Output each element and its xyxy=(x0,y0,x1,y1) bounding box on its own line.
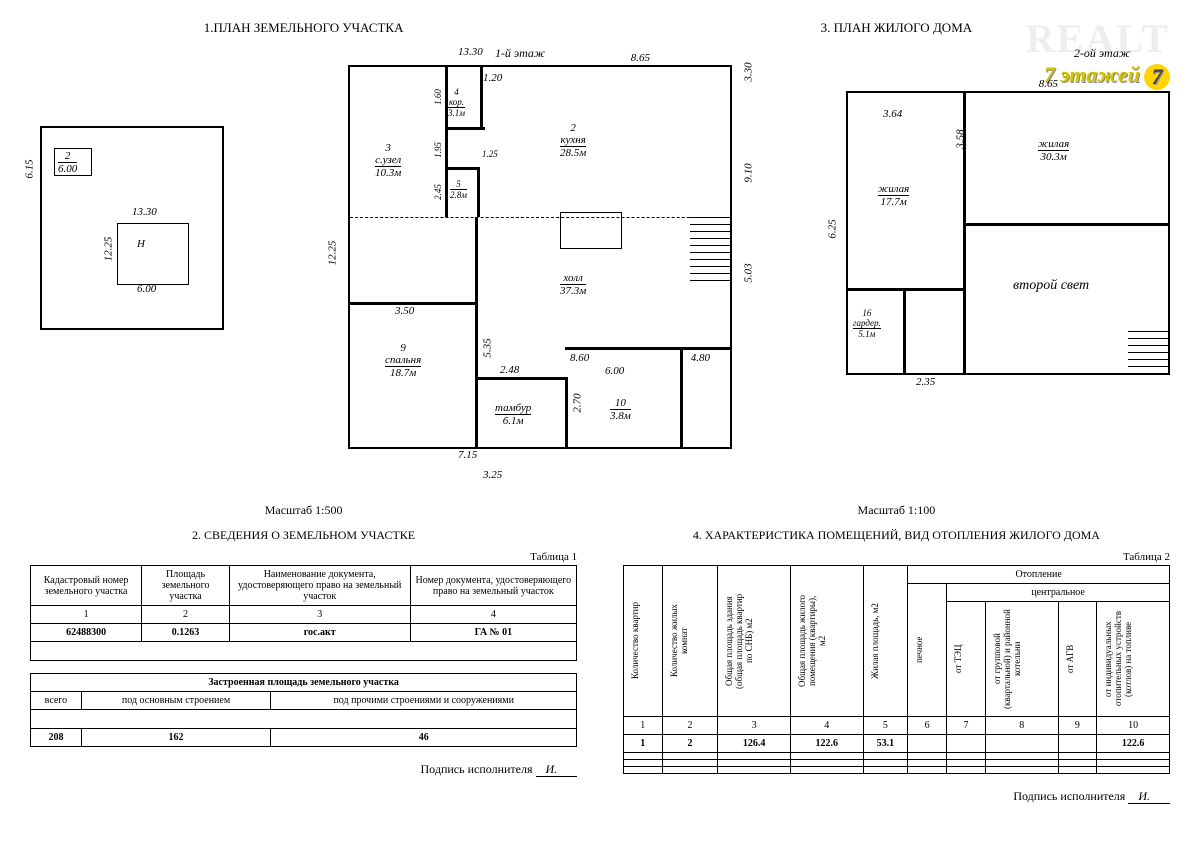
plot-sub2 xyxy=(117,223,189,285)
floor1-plan: 8.65 2кухня28.5м холл37.3м 9спальня18.7м xyxy=(348,65,732,449)
section2-title: 2. СВЕДЕНИЯ О ЗЕМЕЛЬНОМ УЧАСТКЕ xyxy=(30,528,577,543)
plans-row: 26.00 Н 13.30 12.25 6.15 6.00 1-й этаж 1… xyxy=(30,46,1170,473)
stairs-icon xyxy=(690,217,730,287)
scale-left: Масштаб 1:500 xyxy=(30,503,577,518)
floor2-caption: 2-ой этаж xyxy=(816,46,1170,61)
scale-right: Масштаб 1:100 xyxy=(623,503,1170,518)
signature-right: Подпись исполнителя И. xyxy=(623,789,1170,804)
section4-title: 4. ХАРАКТЕРИСТИКА ПОМЕЩЕНИЙ, ВИД ОТОПЛЕН… xyxy=(623,528,1170,543)
title-house: 3. ПЛАН ЖИЛОГО ДОМА xyxy=(623,20,1170,36)
section4: Масштаб 1:100 4. ХАРАКТЕРИСТИКА ПОМЕЩЕНИ… xyxy=(623,493,1170,804)
floor1-caption: 1-й этаж xyxy=(308,46,732,61)
table1b: Застроенная площадь земельного участка в… xyxy=(30,673,577,747)
stairs-icon xyxy=(1128,331,1168,373)
table1: Кадастровый номер земельного участка Пло… xyxy=(30,565,577,661)
title-plot: 1.ПЛАН ЗЕМЕЛЬНОГО УЧАСТКА xyxy=(30,20,577,36)
plot-plan: 26.00 Н 13.30 12.25 6.15 6.00 xyxy=(40,126,224,330)
floor2-plan: 8.65 жилая30.3м жилая17.7м 16гардер.5.1м… xyxy=(846,91,1170,375)
section2: Масштаб 1:500 2. СВЕДЕНИЯ О ЗЕМЕЛЬНОМ УЧ… xyxy=(30,493,577,804)
signature-left: Подпись исполнителя И. xyxy=(30,762,577,777)
table2: Количество квартир Количество жилых комн… xyxy=(623,565,1170,774)
